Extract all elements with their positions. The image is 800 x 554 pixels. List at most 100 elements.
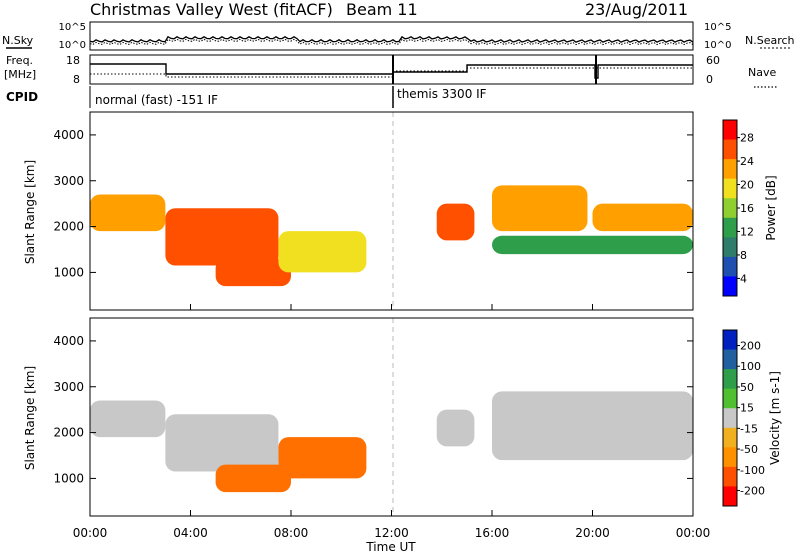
power-ytick-label-0: 4000 xyxy=(53,128,84,142)
nave-tick-bottom: 0 xyxy=(706,73,713,86)
power-colorbar-swatch-8 xyxy=(723,276,737,297)
noise-right-tick-bottom: 10^0 xyxy=(704,40,731,51)
freq-label-top: Freq. xyxy=(6,54,33,67)
velocity-colorbar: 200 100 50 15 -15 -50 -100 -200 xyxy=(722,329,765,507)
power-colorbar-tick-label-1: 24 xyxy=(740,155,754,168)
x-axis-ticks: 00:00 04:00 08:00 12:00 16:00 20:00 00:00 xyxy=(73,304,710,540)
power-colorbar-swatch-7 xyxy=(723,256,737,277)
noise-right-tick-top: 10^5 xyxy=(704,22,731,33)
station-title: Christmas Valley West (fitACF) xyxy=(90,0,333,19)
power-ytick-label-3: 1000 xyxy=(53,265,84,279)
velocity-yticks: 4000 3000 2000 1000 xyxy=(53,334,693,485)
power-colorbar-swatch-4 xyxy=(723,198,737,219)
velocity-data xyxy=(90,391,693,493)
power-colorbar-swatch-3 xyxy=(723,178,737,199)
xtick-label-3: 12:00 xyxy=(374,526,409,540)
xtick-label-5: 20:00 xyxy=(575,526,610,540)
velocity-colorbar-tick-label-3: 15 xyxy=(740,402,754,415)
power-region-3 xyxy=(278,231,367,273)
power-ytick-label-2: 2000 xyxy=(53,220,84,234)
velocity-colorbar-label: Velocity [m s-1] xyxy=(768,371,782,465)
noise-left-tick-top: 10^5 xyxy=(59,22,86,33)
velocity-colorbar-swatch-0 xyxy=(723,330,737,351)
velocity-colorbar-swatch-5 xyxy=(723,427,737,448)
velocity-colorbar-tick-label-6: -100 xyxy=(740,464,765,477)
power-region-1 xyxy=(165,208,279,266)
power-colorbar-label: Power [dB] xyxy=(764,175,778,240)
velocity-colorbar-swatch-7 xyxy=(723,466,737,487)
xtick-label-0: 00:00 xyxy=(73,526,108,540)
power-ylabel: Slant Range [km] xyxy=(23,160,37,264)
power-colorbar-tick-label-0: 28 xyxy=(740,132,754,145)
cpid-mode-2: themis 3300 IF xyxy=(397,87,487,101)
velocity-panel xyxy=(89,317,694,517)
velocity-region-5 xyxy=(492,391,693,461)
noise-sky-line xyxy=(89,35,694,43)
power-region-6 xyxy=(592,203,693,232)
power-colorbar-swatch-6 xyxy=(723,237,737,258)
velocity-colorbar-swatch-2 xyxy=(723,369,737,390)
xtick-label-2: 08:00 xyxy=(274,526,309,540)
velocity-ytick-label-1: 3000 xyxy=(53,380,84,394)
velocity-colorbar-tick-label-1: 100 xyxy=(740,360,761,373)
nave-line xyxy=(90,67,693,78)
velocity-colorbar-tick-label-7: -200 xyxy=(740,484,765,497)
velocity-ytick-label-0: 4000 xyxy=(53,334,84,348)
noise-left-label: N.Sky xyxy=(2,34,34,47)
freq-label-bottom: [MHz] xyxy=(4,68,36,81)
velocity-region-1 xyxy=(165,414,279,472)
velocity-ytick-label-3: 1000 xyxy=(53,471,84,485)
velocity-colorbar-swatch-8 xyxy=(723,486,737,507)
velocity-colorbar-tick-label-4: -15 xyxy=(740,422,758,435)
noise-left-tick-bottom: 10^0 xyxy=(59,40,86,51)
velocity-colorbar-frame xyxy=(722,329,738,507)
x-axis-label: Time UT xyxy=(365,540,416,554)
velocity-ylabel: Slant Range [km] xyxy=(23,366,37,470)
velocity-colorbar-tick-label-2: 50 xyxy=(740,381,754,394)
velocity-region-4 xyxy=(436,409,475,447)
power-region-2 xyxy=(215,258,291,287)
freq-line xyxy=(90,63,693,79)
cpid-mode-1: normal (fast) -151 IF xyxy=(95,93,218,107)
velocity-region-2 xyxy=(215,464,291,493)
beam-label: Beam 11 xyxy=(346,0,418,19)
power-data xyxy=(90,185,693,287)
power-colorbar-tick-label-2: 20 xyxy=(740,179,754,192)
freq-panel-frame xyxy=(89,54,694,85)
noise-right-label: N.Search xyxy=(745,34,795,47)
velocity-colorbar-tick-label-0: 200 xyxy=(740,340,761,353)
velocity-colorbar-swatch-3 xyxy=(723,388,737,409)
power-region-5 xyxy=(492,185,588,232)
power-colorbar-tick-label-5: 8 xyxy=(740,249,747,262)
power-yticks: 4000 3000 2000 1000 xyxy=(53,128,693,279)
nave-tick-top: 60 xyxy=(706,54,720,67)
power-panel xyxy=(89,111,694,311)
freq-tick-bottom: 8 xyxy=(73,73,80,86)
date-label: 23/Aug/2011 xyxy=(585,0,688,19)
cpid-label: CPID xyxy=(6,90,38,104)
power-colorbar-swatch-5 xyxy=(723,217,737,238)
power-ytick-label-1: 3000 xyxy=(53,174,84,188)
power-region-4 xyxy=(436,203,475,241)
velocity-region-0 xyxy=(90,400,166,438)
xtick-label-4: 16:00 xyxy=(475,526,510,540)
velocity-region-3 xyxy=(278,437,367,479)
freq-tick-top: 18 xyxy=(66,54,80,67)
power-region-0 xyxy=(90,194,166,232)
power-region-7 xyxy=(492,235,693,255)
power-colorbar-tick-label-4: 12 xyxy=(740,225,754,238)
power-colorbar-swatch-1 xyxy=(723,139,737,160)
noise-panel-frame xyxy=(89,21,694,51)
nave-label: Nave xyxy=(748,66,776,79)
power-colorbar: 28 24 20 16 12 8 4 xyxy=(722,119,754,297)
power-colorbar-tick-label-3: 16 xyxy=(740,202,754,215)
velocity-ytick-label-2: 2000 xyxy=(53,426,84,440)
noise-search-line xyxy=(89,38,694,46)
velocity-colorbar-swatch-1 xyxy=(723,349,737,370)
power-colorbar-tick-label-6: 4 xyxy=(740,272,747,285)
power-colorbar-swatch-0 xyxy=(723,120,737,141)
xtick-label-1: 04:00 xyxy=(173,526,208,540)
velocity-colorbar-tick-label-5: -50 xyxy=(740,443,758,456)
power-colorbar-swatch-2 xyxy=(723,159,737,180)
